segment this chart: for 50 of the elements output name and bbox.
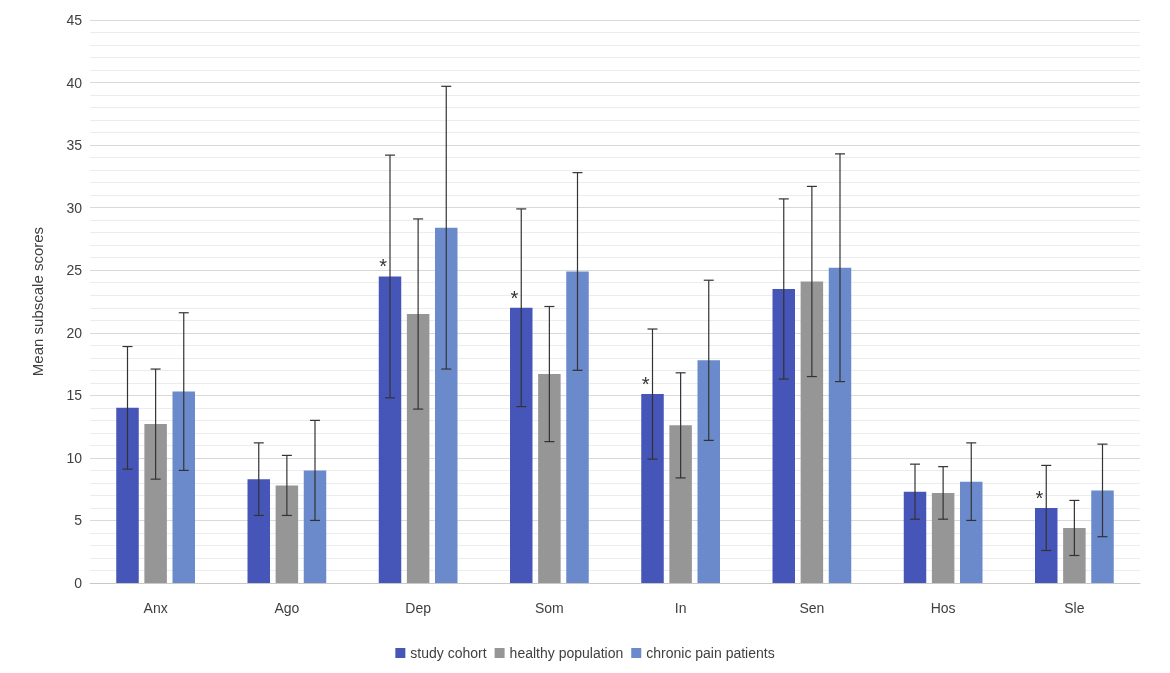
y-axis-title: Mean subscale scores [29,226,46,377]
x-tick-label: Som [534,600,564,616]
bar [800,281,824,583]
y-tick-label: 5 [74,512,83,529]
x-tick-label: In [674,600,687,616]
bar [144,424,167,583]
bar [960,481,983,583]
legend-label: chronic pain patients [646,645,775,661]
bar [275,485,299,583]
data-label: * [1035,486,1044,509]
legend-label: healthy population [509,645,624,661]
bar [1063,527,1086,583]
x-tick-label: Ago [274,600,300,616]
y-tick-label: 10 [66,449,83,466]
bar [772,288,795,583]
bar [1035,507,1058,583]
bar [406,314,430,583]
y-tick-label: 25 [66,262,83,279]
bar [641,394,664,583]
bar [303,470,327,583]
y-tick-label: 35 [66,137,83,154]
legend-label: study cohort [410,645,487,661]
y-tick-label: 0 [74,575,83,591]
y-tick-label: 45 [66,12,83,28]
y-tick-label: 15 [66,387,83,404]
bar [566,271,589,583]
x-tick-label: Sen [799,600,825,616]
bar [116,407,139,583]
x-tick-label: Dep [405,600,432,616]
x-tick-label: Anx [143,600,168,616]
data-label: * [379,255,388,278]
bar [669,425,692,583]
y-tick-label: 20 [66,324,83,341]
bar [538,374,561,583]
x-tick-label: Sle [1064,600,1085,616]
bar [903,491,927,583]
bar [697,360,720,583]
data-label: * [641,373,650,396]
data-label: * [510,286,519,309]
x-tick-label: Hos [930,600,956,616]
bar [378,276,402,583]
y-tick-label: 40 [66,74,83,91]
bar [510,307,533,583]
y-tick-label: 30 [66,199,83,216]
bar [435,227,458,583]
bar [828,267,852,583]
bar [1091,490,1114,583]
bar [247,479,270,583]
bar [931,492,955,583]
bar [172,391,195,583]
